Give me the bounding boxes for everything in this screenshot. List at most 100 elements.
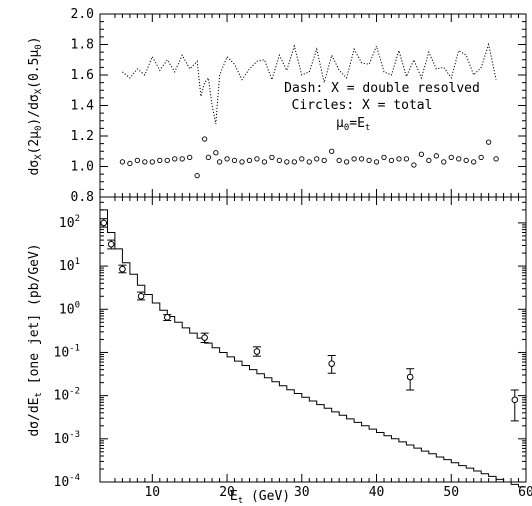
series-total-point — [493, 156, 499, 162]
series-total-point — [373, 159, 380, 165]
annotation-circles: Circles: X = total — [292, 98, 433, 113]
bottom-y-tick-label: 10-3 — [54, 430, 81, 447]
series-total-point — [299, 156, 305, 162]
series-total-point — [261, 159, 268, 165]
series-total-point — [187, 154, 193, 161]
data-point — [406, 373, 414, 381]
data-point — [328, 360, 335, 367]
bottom-x-label: Et (GeV) — [230, 489, 290, 506]
series-total-point — [433, 153, 439, 159]
series-total-point — [343, 159, 350, 165]
data-point — [511, 396, 519, 404]
data-point — [107, 240, 115, 248]
series-theory-histogram — [100, 209, 526, 488]
series-total-point — [485, 139, 492, 145]
top-y-tick-label: 1.4 — [71, 99, 95, 114]
bottom-x-tick-label: 60 — [518, 485, 532, 500]
bottom-y-tick-label: 101 — [59, 257, 80, 274]
series-total-point — [179, 156, 185, 162]
annotation-mu: μ0=Et — [336, 116, 370, 133]
bottom-y-tick-label: 102 — [59, 214, 80, 231]
series-total-point — [164, 157, 170, 164]
top-y-tick-label: 1.8 — [71, 38, 94, 53]
series-total-point — [213, 150, 219, 156]
svg-text:dσX(2μ0)/dσX(0.5μ0): dσX(2μ0)/dσX(0.5μ0) — [27, 36, 44, 175]
bottom-plot-frame — [99, 196, 527, 483]
series-total-point — [205, 154, 212, 161]
series-total-point — [388, 157, 395, 164]
top-y-tick-label: 2.0 — [71, 7, 94, 22]
series-total-point — [381, 154, 387, 161]
series-total-point — [463, 157, 469, 164]
series-total-point — [456, 156, 462, 162]
series-total-point — [172, 156, 178, 162]
data-point — [137, 292, 145, 300]
series-total-point — [314, 156, 320, 162]
series-total-point — [216, 159, 223, 165]
series-total-point — [306, 159, 312, 165]
top-y-axis: 0.8 1.0 1.2 1.4 1.6 1.8 2.0 — [71, 7, 527, 205]
bottom-y-label: dσ/dEt [one jet] (pb/GeV) — [27, 243, 44, 436]
top-panel: 0.8 1.0 1.2 1.4 1.6 1.8 2.0 Dash: X = double r… — [27, 7, 527, 205]
series-total-point — [142, 159, 148, 165]
series-total-point — [471, 159, 477, 165]
series-total-point — [426, 157, 432, 164]
top-series — [119, 42, 499, 179]
top-y-tick-label: 1.6 — [71, 68, 94, 83]
top-y-label: dσX(2μ0)/dσX(0.5μ0) — [27, 36, 44, 175]
series-total-point — [149, 159, 155, 165]
series-total-point — [396, 156, 402, 162]
series-total-point — [478, 154, 484, 161]
bottom-panel: 102 101 100 10-1 10-2 10-3 10-4 10 20 30 40 50 60 d… — [27, 196, 532, 506]
bottom-y-tick-label: 10-1 — [54, 343, 81, 360]
series-total-point — [366, 157, 372, 164]
series-total-point — [224, 156, 230, 162]
series-total-point — [291, 159, 297, 165]
bottom-y-axis: 102 101 100 10-1 10-2 10-3 10-4 — [54, 201, 526, 490]
series-total-point — [201, 136, 208, 142]
top-y-tick-label: 0.8 — [71, 190, 94, 205]
bottom-y-tick-label: 10-4 — [54, 473, 81, 490]
bottom-x-tick-label: 40 — [369, 485, 385, 500]
series-total-point — [254, 156, 260, 162]
series-total-point — [358, 156, 365, 162]
series-total-point — [239, 159, 245, 165]
svg-text:dσ/dEt [one jet] (pb/GeV): dσ/dEt [one jet] (pb/GeV) — [27, 243, 44, 436]
series-double-resolved-line — [122, 42, 497, 124]
series-total-point — [119, 159, 126, 165]
series-total-point — [157, 157, 163, 164]
series-total-point — [321, 157, 327, 164]
series-total-point — [418, 151, 425, 157]
series-total-point — [194, 172, 200, 179]
data-point — [253, 348, 261, 355]
bottom-x-tick-label: 10 — [144, 485, 160, 500]
series-total-point — [351, 156, 357, 162]
bottom-x-axis: 10 20 30 40 50 60 — [114, 197, 532, 500]
series-total-point — [246, 157, 253, 164]
top-y-tick-label: 1.2 — [71, 129, 94, 144]
series-total-point — [336, 157, 342, 164]
series-total-point — [276, 157, 283, 164]
data-point — [163, 314, 171, 321]
series-total-point — [329, 148, 335, 154]
series-total-point — [231, 157, 238, 164]
bottom-x-tick-label: 30 — [294, 485, 310, 500]
series-total-point — [284, 159, 290, 165]
series-total-point — [448, 154, 454, 161]
series-total-point — [441, 159, 447, 165]
data-point — [201, 334, 208, 341]
bottom-y-tick-label: 100 — [59, 300, 80, 317]
series-total-point — [134, 157, 141, 164]
series-total-point — [269, 154, 275, 161]
bottom-series — [99, 209, 526, 488]
bottom-x-tick-label: 50 — [443, 485, 459, 500]
top-y-tick-label: 1.0 — [71, 160, 94, 175]
series-total-point — [403, 156, 410, 162]
data-point — [119, 265, 126, 273]
series-total-point — [127, 160, 133, 167]
data-point — [100, 219, 108, 227]
bottom-x-tick-label: 20 — [219, 485, 235, 500]
series-total-point — [411, 162, 417, 168]
annotation-dash: Dash: X = double resolved — [284, 81, 480, 96]
